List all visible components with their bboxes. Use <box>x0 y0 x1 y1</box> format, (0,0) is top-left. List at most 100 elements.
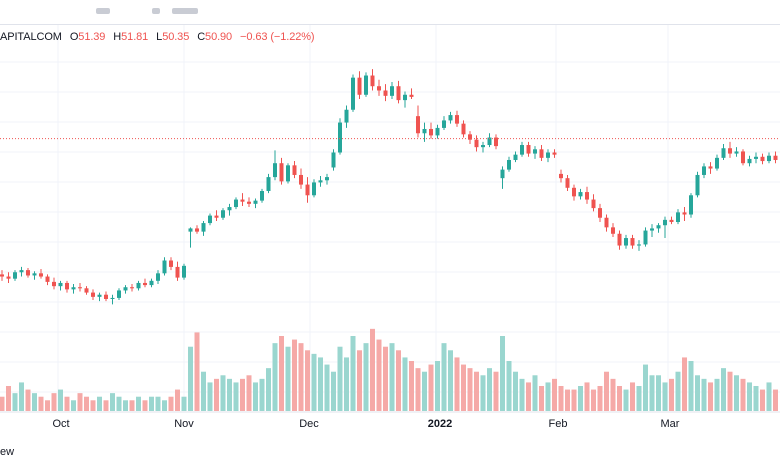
candle[interactable] <box>52 277 56 290</box>
candle[interactable] <box>136 280 141 291</box>
candle[interactable] <box>611 223 615 237</box>
candle[interactable] <box>325 173 329 185</box>
candle[interactable] <box>273 150 277 181</box>
candle[interactable] <box>435 124 440 139</box>
candle[interactable] <box>728 141 732 158</box>
candle[interactable] <box>182 263 186 280</box>
candle[interactable] <box>591 194 596 212</box>
candle[interactable] <box>448 111 453 124</box>
candle[interactable] <box>13 270 17 281</box>
candle[interactable] <box>201 220 206 236</box>
candle[interactable] <box>695 171 700 198</box>
candle[interactable] <box>630 234 635 249</box>
candle[interactable] <box>234 197 238 210</box>
candle[interactable] <box>637 240 641 251</box>
candle[interactable] <box>669 216 674 225</box>
candle[interactable] <box>104 291 108 302</box>
candle[interactable] <box>149 278 154 288</box>
candle[interactable] <box>19 266 24 277</box>
candle[interactable] <box>442 116 446 131</box>
candle[interactable] <box>650 224 654 237</box>
candle[interactable] <box>383 84 388 102</box>
candle[interactable] <box>169 257 173 271</box>
candle[interactable] <box>45 274 50 286</box>
candle[interactable] <box>299 168 303 189</box>
candle[interactable] <box>91 289 95 301</box>
candle[interactable] <box>344 105 349 128</box>
candle[interactable] <box>734 147 739 157</box>
candle[interactable] <box>500 166 505 189</box>
candle[interactable] <box>552 149 557 158</box>
candle[interactable] <box>84 286 89 295</box>
candle[interactable] <box>78 282 82 292</box>
candle[interactable] <box>455 110 459 127</box>
candle[interactable] <box>409 88 414 100</box>
candle[interactable] <box>494 134 498 150</box>
candle[interactable] <box>747 155 752 167</box>
candle[interactable] <box>331 149 336 171</box>
candle[interactable] <box>65 280 69 293</box>
candle[interactable] <box>578 188 583 200</box>
candle[interactable] <box>760 153 765 165</box>
candle[interactable] <box>188 227 193 248</box>
candle[interactable] <box>110 294 115 305</box>
candle[interactable] <box>117 288 121 301</box>
candle[interactable] <box>305 177 310 203</box>
candle[interactable] <box>487 133 492 148</box>
candle[interactable] <box>604 214 609 232</box>
candle[interactable] <box>175 261 180 281</box>
candle[interactable] <box>682 207 687 221</box>
candle[interactable] <box>539 145 544 162</box>
candle[interactable] <box>26 267 30 278</box>
candle[interactable] <box>286 163 290 184</box>
candle[interactable] <box>565 174 570 191</box>
candle[interactable] <box>143 278 147 288</box>
candle[interactable] <box>624 234 628 249</box>
candle[interactable] <box>32 271 37 280</box>
candle[interactable] <box>741 149 745 166</box>
candle[interactable] <box>617 230 622 250</box>
candle[interactable] <box>598 203 602 223</box>
candle[interactable] <box>526 141 531 157</box>
time-axis[interactable]: Oct Nov Dec 2022 Feb Mar <box>52 418 679 430</box>
candle[interactable] <box>208 213 212 226</box>
candle[interactable] <box>676 209 680 225</box>
candle[interactable] <box>97 292 102 302</box>
candle[interactable] <box>656 223 661 233</box>
candle[interactable] <box>279 157 284 185</box>
candle[interactable] <box>318 176 323 187</box>
candle[interactable] <box>715 154 719 171</box>
candle[interactable] <box>351 74 355 112</box>
candle[interactable] <box>533 146 537 159</box>
candle[interactable] <box>507 156 511 172</box>
candle[interactable] <box>338 118 342 155</box>
candle[interactable] <box>260 188 264 203</box>
candle[interactable] <box>156 270 160 285</box>
candle[interactable] <box>481 141 485 153</box>
candle[interactable] <box>643 227 648 247</box>
candle[interactable] <box>708 162 713 174</box>
candle[interactable] <box>130 284 134 292</box>
candle[interactable] <box>227 203 232 216</box>
candle[interactable] <box>123 285 128 294</box>
candle[interactable] <box>247 197 251 208</box>
candle[interactable] <box>195 225 199 234</box>
candle[interactable] <box>214 210 219 221</box>
candle[interactable] <box>266 173 271 194</box>
candle[interactable] <box>513 151 518 163</box>
candle[interactable] <box>364 72 368 97</box>
candle[interactable] <box>0 270 4 281</box>
candle[interactable] <box>429 122 433 139</box>
candle[interactable] <box>416 105 420 138</box>
candle[interactable] <box>559 169 563 183</box>
candle[interactable] <box>357 71 362 100</box>
candle[interactable] <box>754 152 758 164</box>
candle[interactable] <box>71 284 76 294</box>
candle[interactable] <box>403 91 407 108</box>
candle[interactable] <box>721 143 726 160</box>
candle[interactable] <box>422 122 427 142</box>
candle[interactable] <box>689 193 693 218</box>
candle[interactable] <box>240 193 245 206</box>
candle[interactable] <box>546 149 550 163</box>
